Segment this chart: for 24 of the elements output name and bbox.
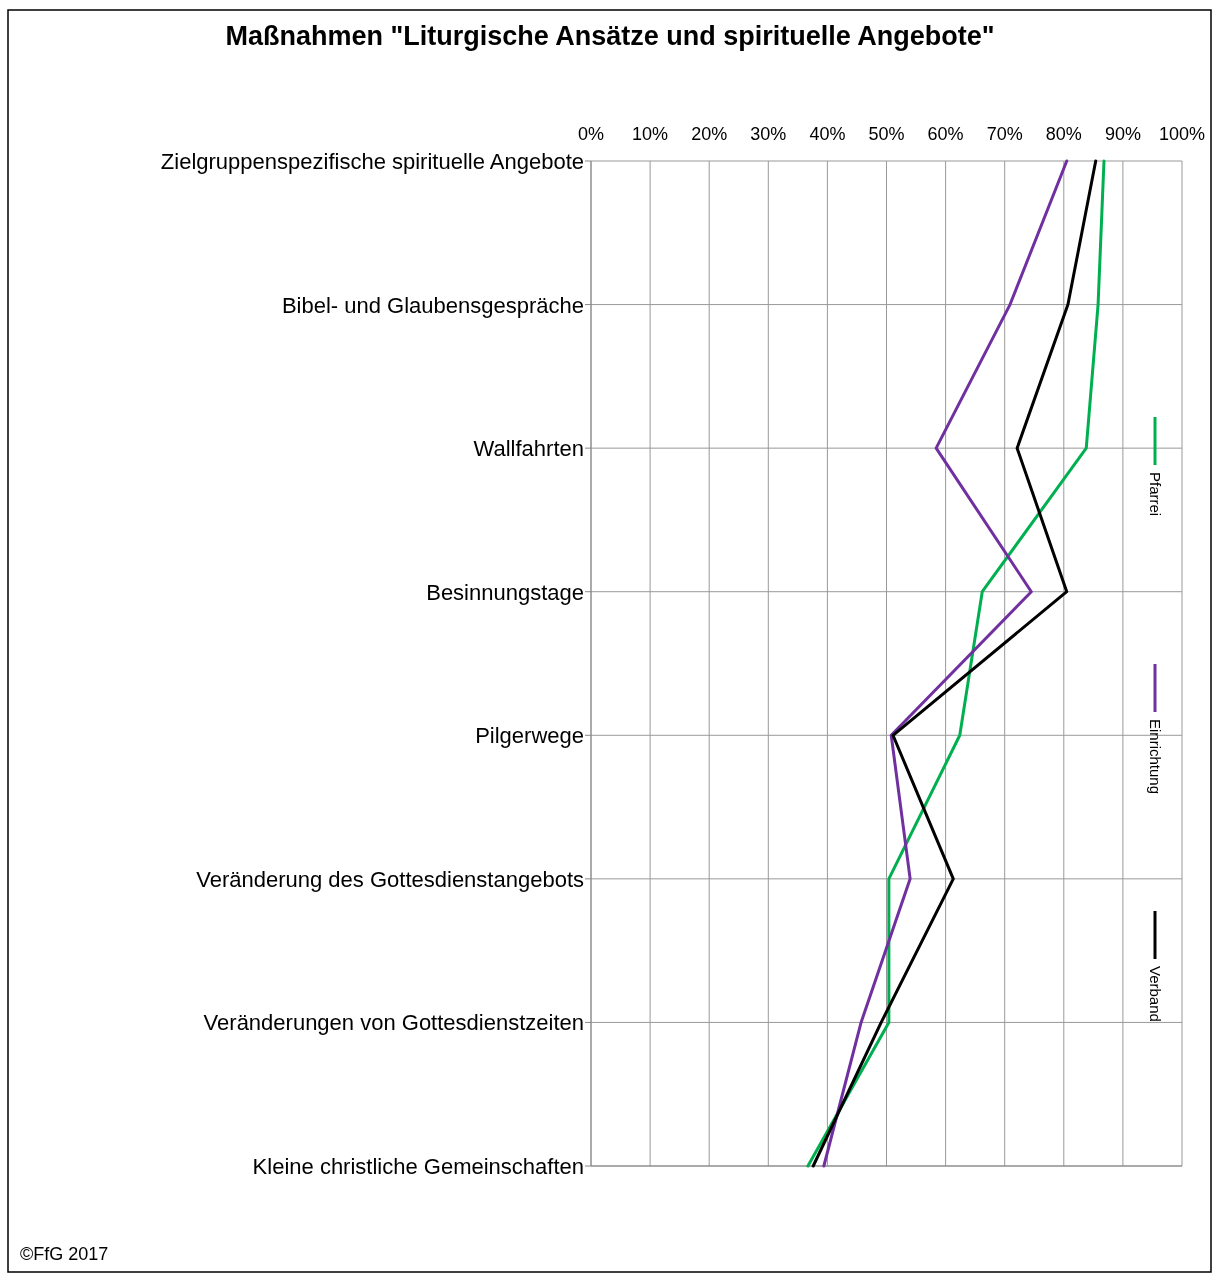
y-tick-label: Veränderung des Gottesdienstangebots	[196, 866, 584, 892]
x-tick-label: 10%	[632, 124, 669, 144]
x-tick-label: 30%	[750, 124, 787, 144]
x-tick-label: 60%	[927, 124, 964, 144]
chart-title: Maßnahmen "Liturgische Ansätze und spirituelle Angebote"	[225, 21, 995, 51]
text: Pfarrei	[1147, 472, 1164, 517]
x-tick-label: 100%	[1158, 124, 1206, 144]
x-tick-label: 50%	[868, 124, 905, 144]
y-tick-label: Pilgerwege	[475, 723, 584, 749]
x-tick-label: 70%	[986, 124, 1023, 144]
y-tick-label: Bibel- und Glaubensgespräche	[281, 292, 584, 318]
text: ©FfG 2017	[20, 1244, 109, 1264]
y-tick-label: Wallfahrten	[473, 436, 584, 462]
x-tick-label: 40%	[809, 124, 846, 144]
x-tick-label: 0%	[577, 124, 605, 144]
x-tick-label: 20%	[691, 124, 728, 144]
y-tick-label: Zielgruppenspezifische spirituelle Angebote	[160, 149, 584, 174]
text: Verband	[1147, 966, 1164, 1022]
y-tick-label: Kleine christliche Gemeinschaften	[252, 1154, 584, 1179]
text: Einrichtung	[1147, 719, 1164, 795]
x-tick-label: 80%	[1045, 124, 1082, 144]
y-tick-label: Besinnungstage	[426, 579, 584, 605]
y-tick-label: Veränderungen von Gottesdienstzeiten	[203, 1010, 584, 1036]
x-tick-label: 90%	[1104, 124, 1141, 144]
